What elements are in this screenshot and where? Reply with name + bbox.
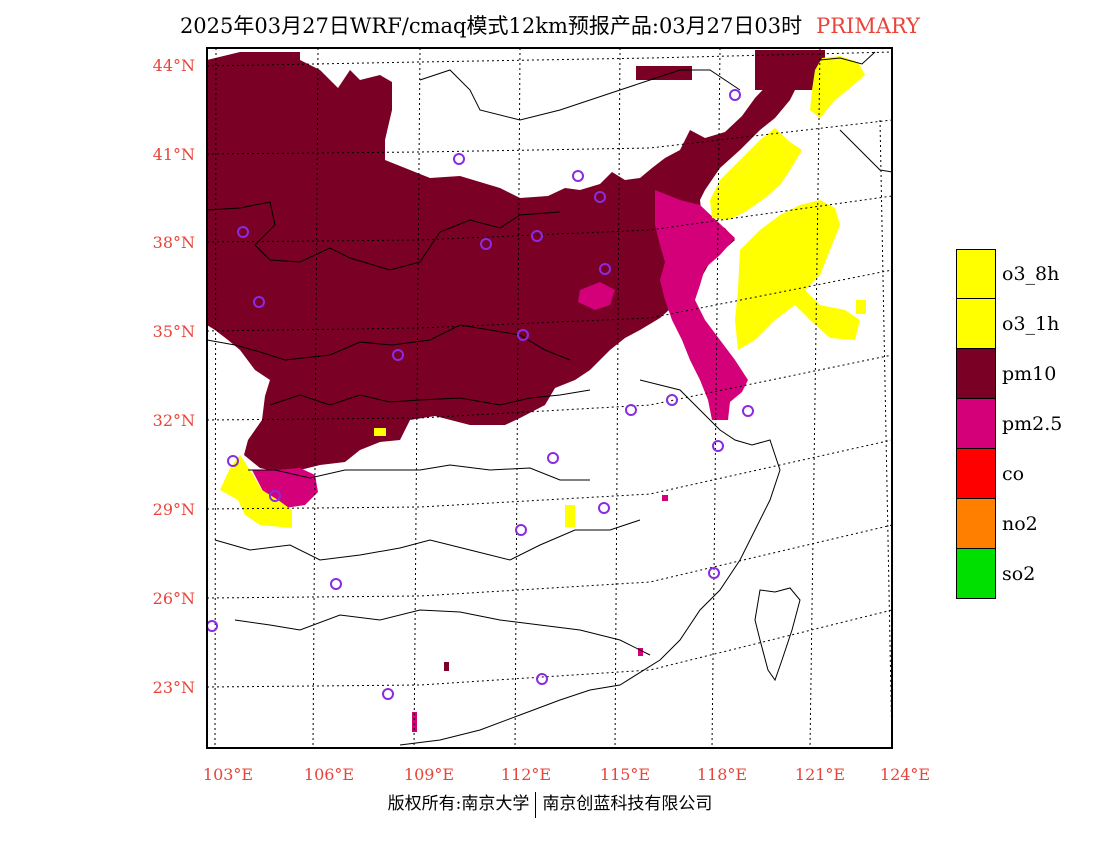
legend-label: so2 [1002, 563, 1036, 585]
lon-label: 106°E [304, 765, 354, 784]
station-marker [712, 440, 724, 452]
lon-label: 121°E [795, 765, 845, 784]
graticule [207, 48, 892, 748]
legend-swatch [956, 299, 996, 349]
pm25-cell-3 [638, 648, 643, 656]
station-marker [269, 490, 281, 502]
pm25-region-southwest [252, 468, 318, 508]
station-marker [708, 567, 720, 579]
copyright-footer: 版权所有:南京大学 南京创蓝科技有限公司 [0, 789, 1100, 818]
footer-divider [535, 791, 537, 818]
lat-label: 23°N [153, 678, 195, 697]
pm25-region-inland [578, 282, 615, 310]
legend-swatch [956, 349, 996, 399]
legend-swatch [956, 449, 996, 499]
latitude-labels: 44°N 41°N 38°N 35°N 32°N 29°N 26°N 23°N [153, 56, 195, 697]
legend-swatch [956, 399, 996, 449]
lat-label: 41°N [153, 145, 195, 164]
legend-item-co: co [956, 449, 1062, 499]
lon-label: 118°E [697, 765, 747, 784]
copyright-right: 南京创蓝科技有限公司 [542, 794, 713, 814]
legend-label: no2 [1002, 513, 1038, 535]
lon-label: 112°E [501, 765, 551, 784]
primary-tag: PRIMARY [816, 14, 921, 38]
lat-label: 38°N [153, 233, 195, 252]
station-marker [453, 153, 465, 165]
station-marker [392, 349, 404, 361]
station-marker [382, 688, 394, 700]
lat-label: 44°N [153, 56, 195, 75]
station-marker [330, 578, 342, 590]
legend-item-so2: so2 [956, 549, 1062, 599]
lat-label: 26°N [153, 589, 195, 608]
legend-label: o3_1h [1002, 313, 1060, 335]
lon-label: 124°E [880, 765, 930, 784]
o3-region-bohai [710, 128, 802, 220]
station-marker [253, 296, 265, 308]
o3-region-southwest [220, 455, 292, 528]
lon-label: 109°E [404, 765, 454, 784]
station-marker [227, 455, 239, 467]
station-marker [517, 329, 529, 341]
o3-cell-3 [856, 300, 866, 314]
map-plot-area [207, 48, 892, 748]
copyright-left: 版权所有:南京大学 [387, 794, 530, 814]
station-marker [207, 620, 218, 632]
station-marker [515, 524, 527, 536]
o3-region-yellowsea [735, 200, 860, 350]
map-frame [206, 47, 893, 749]
o3-cell-2 [565, 505, 575, 527]
station-marker [599, 263, 611, 275]
lat-label: 35°N [153, 322, 195, 341]
legend-swatch [956, 249, 996, 299]
legend-swatch [956, 549, 996, 599]
legend-item-no2: no2 [956, 499, 1062, 549]
station-marker [572, 170, 584, 182]
legend-label: pm10 [1002, 363, 1057, 385]
station-marker [547, 452, 559, 464]
o3-region-northeast [810, 56, 865, 118]
lon-label: 103°E [203, 765, 253, 784]
legend-label: co [1002, 463, 1025, 485]
pollutant-legend: o3_8h o3_1h pm10 pm2.5 co no2 so2 [956, 249, 1062, 599]
o3-cell-1 [374, 428, 386, 436]
legend-label: o3_8h [1002, 263, 1060, 285]
station-marker [598, 502, 610, 514]
pm25-region-coastal [655, 190, 748, 420]
pm10-cell-1 [444, 662, 449, 671]
station-marker [237, 226, 249, 238]
station-marker [536, 673, 548, 685]
pm10-region [207, 52, 820, 472]
pm10-cell-2 [636, 66, 692, 80]
station-marker [666, 394, 678, 406]
station-marker [742, 405, 754, 417]
station-markers [207, 89, 754, 700]
legend-item-pm10: pm10 [956, 349, 1062, 399]
lat-label: 32°N [153, 411, 195, 430]
station-marker [594, 191, 606, 203]
boundary-lines [207, 51, 892, 746]
legend-item-o3-8h: o3_8h [956, 249, 1062, 299]
station-marker [729, 89, 741, 101]
longitude-labels: 103°E 106°E 109°E 112°E 115°E 118°E 121°… [203, 765, 930, 784]
map-title: 2025年03月27日WRF/cmaq模式12km预报产品:03月27日03时 P… [0, 10, 1100, 40]
legend-label: pm2.5 [1002, 413, 1063, 435]
legend-swatch [956, 499, 996, 549]
legend-item-pm25: pm2.5 [956, 399, 1062, 449]
station-marker [531, 230, 543, 242]
lat-label: 29°N [153, 500, 195, 519]
pm25-cell-2 [662, 495, 668, 501]
station-marker [480, 238, 492, 250]
legend-item-o3-1h: o3_1h [956, 299, 1062, 349]
station-marker [625, 404, 637, 416]
lon-label: 115°E [600, 765, 650, 784]
pm25-cell-1 [412, 712, 417, 732]
map-title-main: 2025年03月27日WRF/cmaq模式12km预报产品:03月27日03时 [179, 14, 803, 38]
